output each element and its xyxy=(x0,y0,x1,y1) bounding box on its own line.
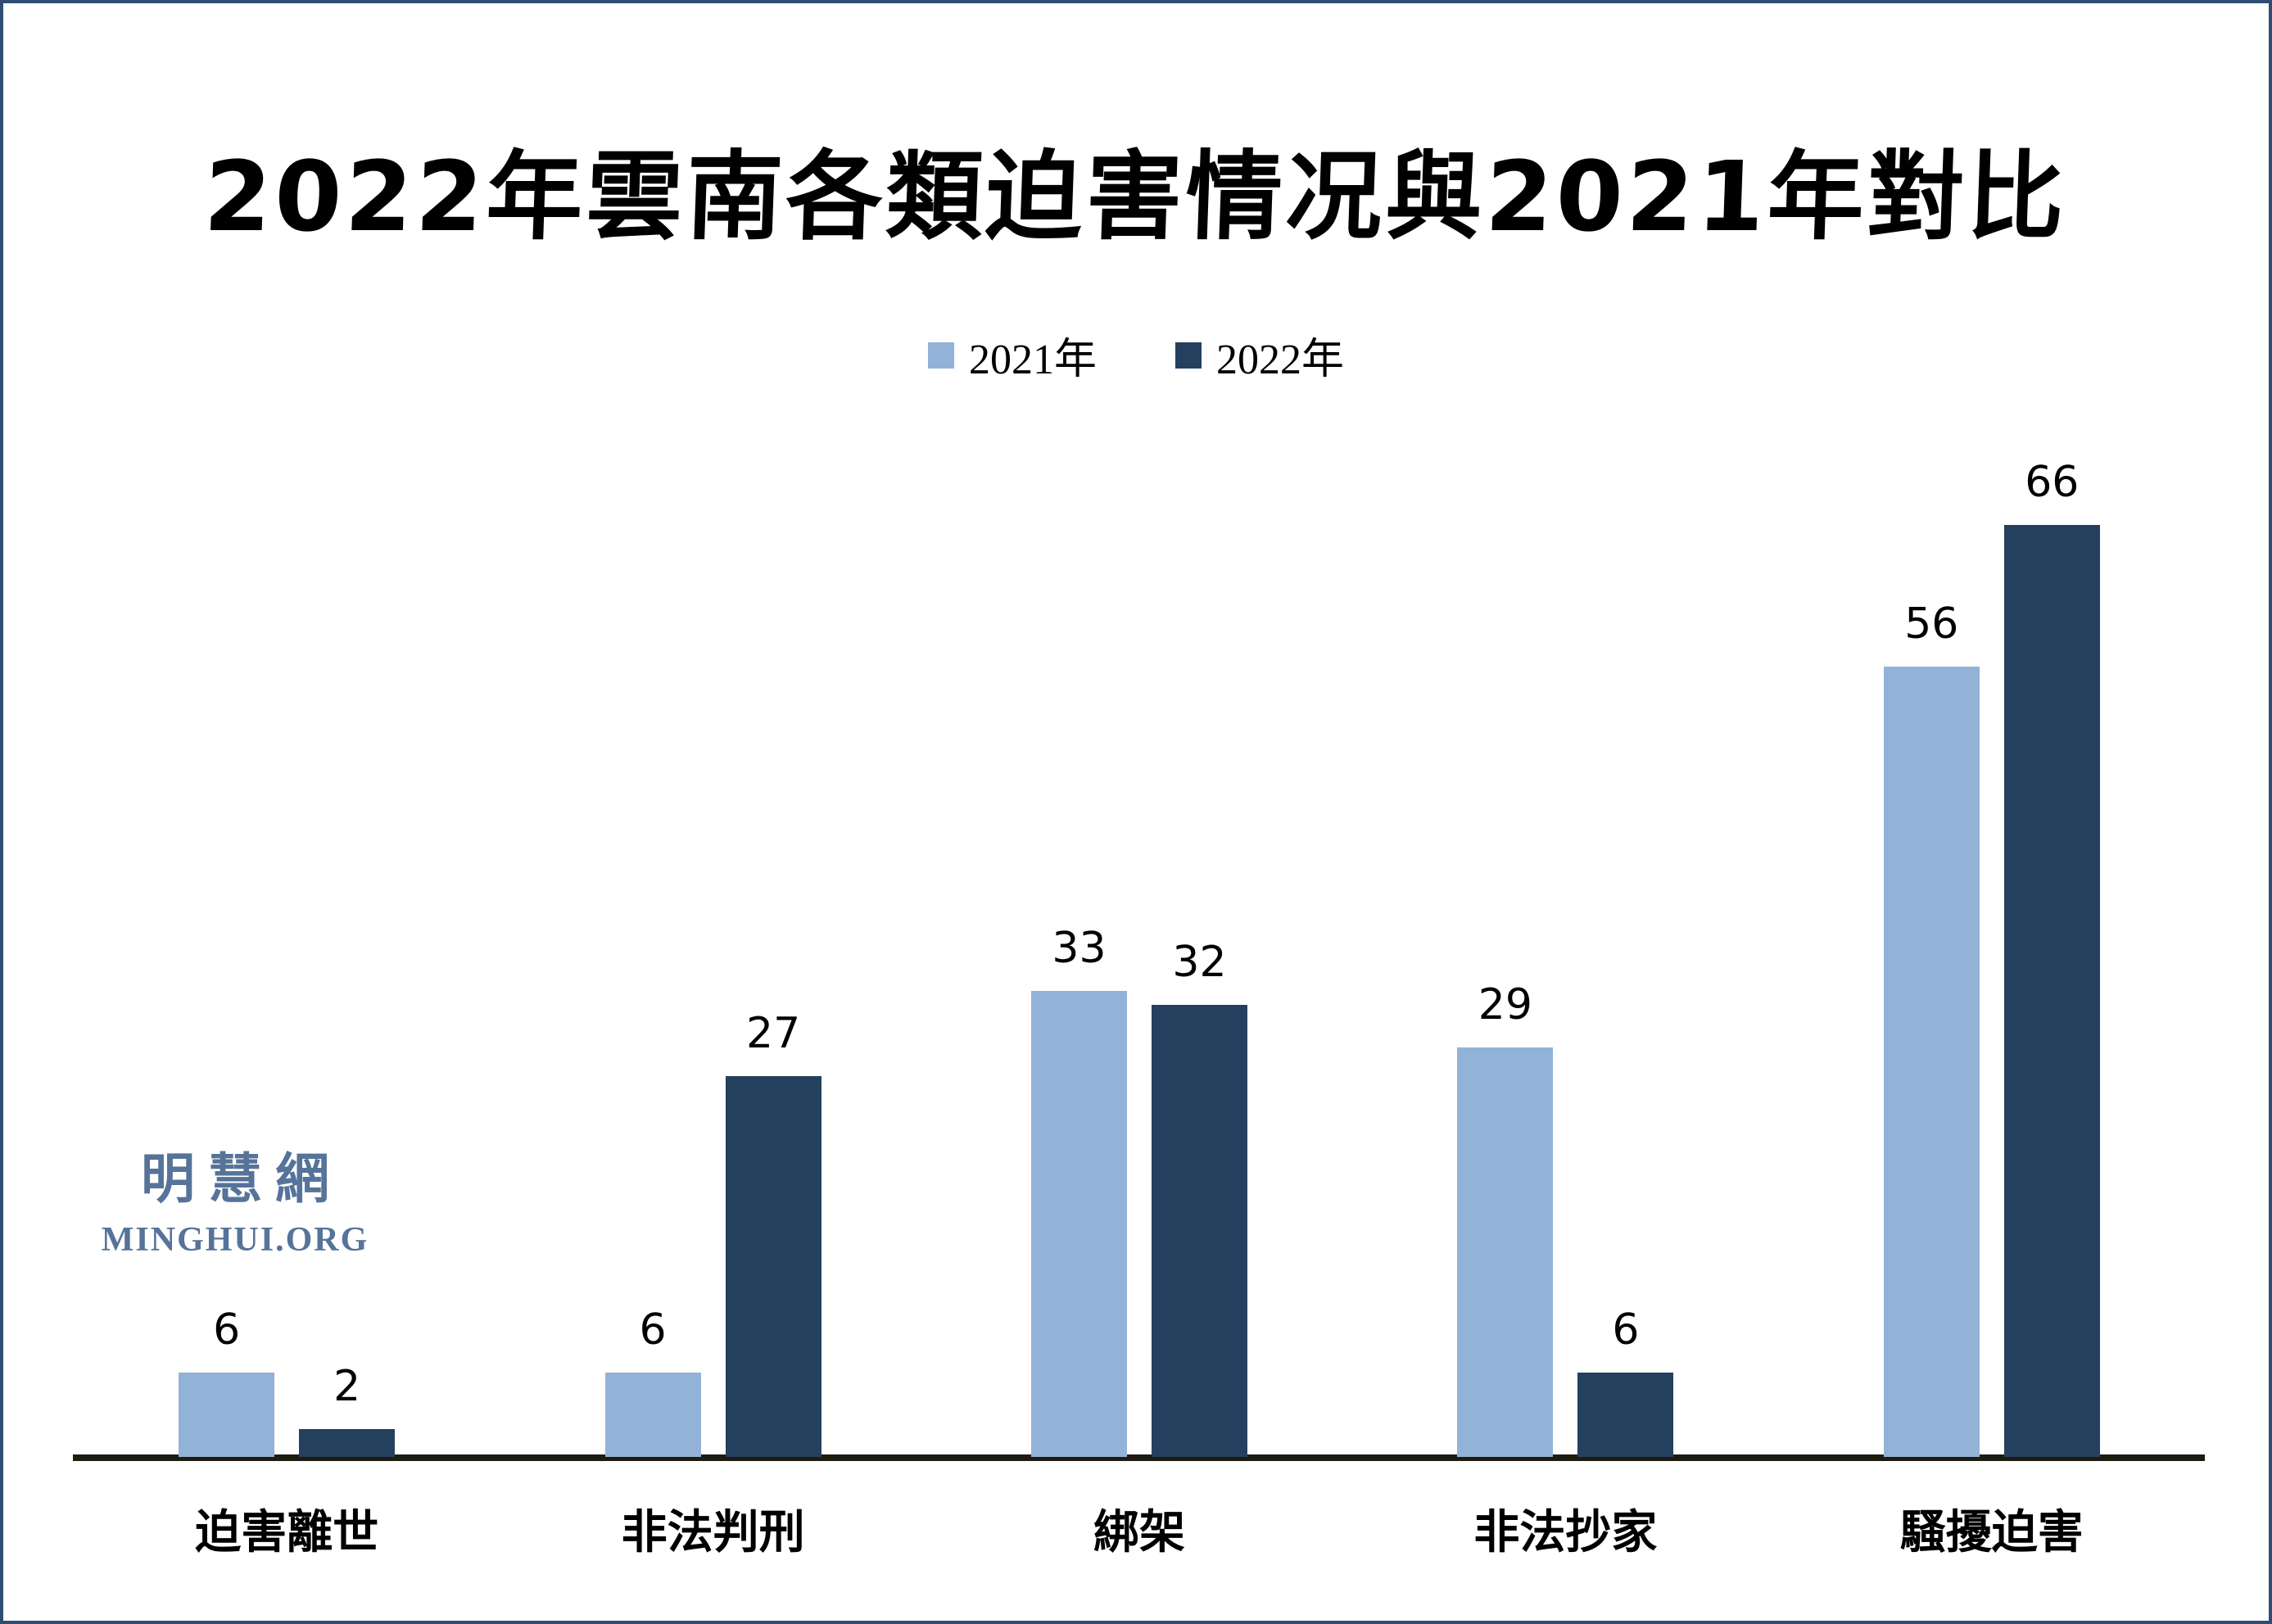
watermark: 明慧網 MINGHUI.ORG xyxy=(100,1135,370,1260)
bar-2021年-非法判刑 xyxy=(604,1373,701,1457)
bar-2021年-騷擾迫害 xyxy=(1883,667,1980,1457)
value-label-2021年-迫害離世: 6 xyxy=(213,1305,241,1355)
bar-2022年-非法判刑 xyxy=(725,1076,821,1457)
value-label-2021年-非法抄家: 29 xyxy=(1478,980,1532,1029)
watermark-latin-text: MINGHUI.ORG xyxy=(101,1221,369,1259)
legend-swatch-icon xyxy=(927,342,954,369)
legend-label: 2022年 xyxy=(1216,337,1345,383)
bar-2022年-綁架 xyxy=(1152,1005,1247,1457)
legend: 2021年 2022年 xyxy=(3,324,2269,386)
legend-swatch-icon xyxy=(1175,342,1202,369)
legend-label: 2021年 xyxy=(968,337,1097,383)
value-label-2022年-騷擾迫害: 66 xyxy=(2025,458,2080,507)
x-axis-line xyxy=(73,1454,2205,1461)
category-label-綁架: 綁架 xyxy=(1093,1506,1185,1559)
legend-item-2021年: 2021年 xyxy=(927,324,1097,386)
legend-item-2022年: 2022年 xyxy=(1175,324,1344,386)
value-label-2022年-非法抄家: 6 xyxy=(1612,1305,1640,1355)
value-label-2022年-綁架: 32 xyxy=(1172,938,1227,987)
watermark-cjk-text: 明慧網 xyxy=(141,1147,342,1210)
bar-2021年-非法抄家 xyxy=(1457,1047,1554,1457)
bar-2022年-騷擾迫害 xyxy=(2003,525,2100,1457)
value-label-2021年-非法判刑: 6 xyxy=(639,1305,667,1355)
bar-2021年-綁架 xyxy=(1031,991,1127,1457)
bar-2021年-迫害離世 xyxy=(179,1373,275,1457)
plot-area: 6 2 迫害離世 6 27 非法判刑 33 32 綁架 29 6 非法抄家 56 66 騷擾迫害 xyxy=(3,3,2269,1621)
category-label-非法判刑: 非法判刑 xyxy=(621,1506,805,1559)
bar-2022年-非法抄家 xyxy=(1577,1373,1674,1457)
bar-2022年-迫害離世 xyxy=(299,1429,396,1457)
value-label-2022年-非法判刑: 27 xyxy=(746,1009,801,1058)
value-label-2022年-迫害離世: 2 xyxy=(333,1362,361,1411)
category-label-非法抄家: 非法抄家 xyxy=(1473,1506,1658,1559)
value-label-2021年-綁架: 33 xyxy=(1052,924,1107,973)
category-label-騷擾迫害: 騷擾迫害 xyxy=(1899,1506,2084,1559)
value-label-2021年-騷擾迫害: 56 xyxy=(1904,599,1959,649)
category-label-迫害離世: 迫害離世 xyxy=(195,1506,379,1559)
